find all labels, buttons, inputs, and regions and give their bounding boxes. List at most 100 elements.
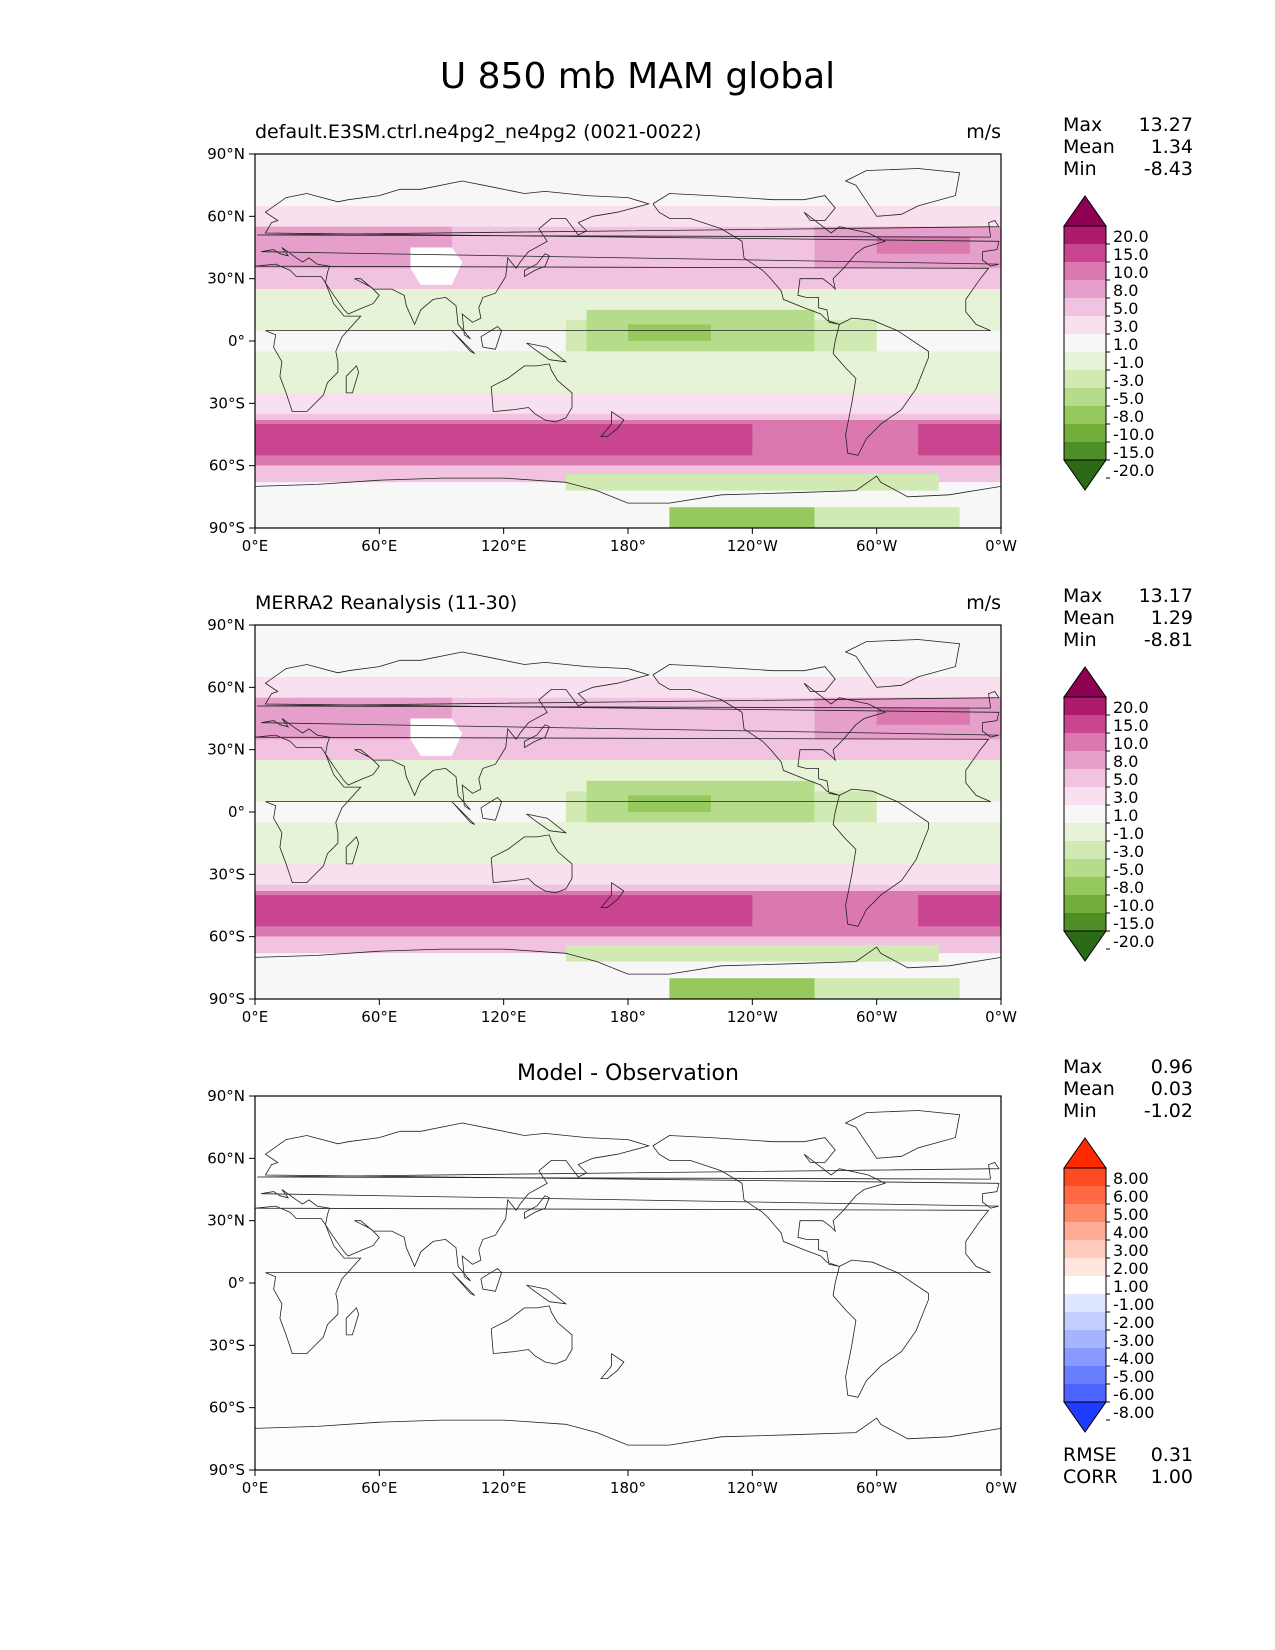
coastline bbox=[345, 1307, 360, 1336]
colorbar-extend-max bbox=[1063, 195, 1107, 227]
colorbar-extend-max bbox=[1063, 1137, 1107, 1169]
y-tick-label: 30°S bbox=[209, 1336, 245, 1354]
coastline bbox=[832, 788, 929, 927]
stats-block: Max 13.17 Mean 1.29 Min -8.81 bbox=[1063, 585, 1193, 651]
colorbar-label: -5.0 bbox=[1113, 860, 1144, 879]
units-label: m/s bbox=[966, 592, 1001, 614]
coastline bbox=[255, 946, 1001, 975]
field-map bbox=[255, 1096, 1001, 1470]
colorbar-extend-min bbox=[1063, 930, 1107, 962]
colorbar-label: -10.0 bbox=[1113, 425, 1154, 444]
field-band bbox=[565, 944, 939, 962]
field-band bbox=[255, 895, 753, 927]
field-map bbox=[255, 154, 1001, 528]
panel-title: Model - Observation bbox=[517, 1061, 739, 1086]
coastline bbox=[844, 639, 961, 688]
colorbar-label: -10.0 bbox=[1113, 896, 1154, 915]
colorbar-segment bbox=[1064, 280, 1106, 299]
x-tick-label: 60°E bbox=[361, 537, 397, 555]
y-tick-label: 60°S bbox=[209, 1399, 245, 1417]
colorbar-segment bbox=[1064, 244, 1106, 263]
colorbar-label: -1.00 bbox=[1113, 1295, 1154, 1314]
coastline bbox=[255, 734, 991, 883]
colorbar-label: -1.0 bbox=[1113, 353, 1144, 372]
stat-row: Mean 1.29 bbox=[1063, 607, 1193, 629]
x-tick-label: 120°W bbox=[727, 1008, 778, 1026]
y-tick-label: 0° bbox=[228, 332, 245, 350]
colorbar-label: -20.0 bbox=[1113, 461, 1154, 480]
stat-value: 1.29 bbox=[1150, 607, 1193, 629]
colorbar: 20.015.010.08.05.03.01.0-1.0-3.0-5.0-8.0… bbox=[1063, 666, 1154, 962]
colorbar: 20.015.010.08.05.03.01.0-1.0-3.0-5.0-8.0… bbox=[1063, 195, 1154, 491]
stats-block: Max 0.96 Mean 0.03 Min -1.02 bbox=[1063, 1056, 1193, 1122]
colorbar-extend-min bbox=[1063, 459, 1107, 491]
stat-label: Min bbox=[1063, 629, 1097, 651]
coastline bbox=[526, 1284, 568, 1305]
coastline bbox=[600, 411, 625, 437]
field-band bbox=[876, 708, 970, 725]
missing-data-patch bbox=[410, 247, 463, 285]
coastline bbox=[451, 330, 475, 354]
colorbar: 8.006.005.004.003.002.001.00-1.00-2.00-3… bbox=[1063, 1137, 1154, 1433]
field-band bbox=[255, 424, 753, 456]
figure-title: U 850 mb MAM global bbox=[439, 56, 836, 97]
colorbar-segment bbox=[1064, 226, 1106, 245]
field-band bbox=[255, 413, 1001, 420]
stat-value: 0.03 bbox=[1150, 1078, 1193, 1100]
colorbar-label: 20.0 bbox=[1113, 227, 1149, 246]
coastline bbox=[345, 836, 360, 865]
coastline bbox=[480, 325, 503, 350]
colorbar-segment bbox=[1064, 262, 1106, 281]
colorbar-segment bbox=[1064, 913, 1106, 932]
colorbar-segment bbox=[1064, 859, 1106, 878]
x-tick-label: 180° bbox=[610, 537, 646, 555]
stat-value: 13.27 bbox=[1138, 114, 1193, 136]
x-tick-label: 0°E bbox=[242, 1008, 269, 1026]
colorbar-segment bbox=[1064, 1168, 1106, 1187]
colorbar-label: 1.00 bbox=[1113, 1277, 1149, 1296]
units-label: m/s bbox=[966, 121, 1001, 143]
coastline bbox=[255, 263, 991, 412]
y-tick-label: 30°S bbox=[209, 394, 245, 412]
y-tick-label: 90°S bbox=[209, 519, 245, 537]
colorbar-segment bbox=[1064, 877, 1106, 896]
x-tick-label: 0°E bbox=[242, 537, 269, 555]
coastline bbox=[526, 342, 568, 363]
colorbar-label: -4.00 bbox=[1113, 1349, 1154, 1368]
stat-row: Min -1.02 bbox=[1063, 1100, 1193, 1122]
field-band bbox=[255, 884, 1001, 891]
y-tick-label: 90°N bbox=[207, 616, 245, 634]
coastline bbox=[451, 801, 475, 825]
coastline bbox=[345, 365, 360, 394]
y-tick-label: 60°S bbox=[209, 928, 245, 946]
colorbar-label: 15.0 bbox=[1113, 716, 1149, 735]
field-band bbox=[814, 507, 960, 528]
stat-label: Max bbox=[1063, 1056, 1103, 1078]
colorbar-extend-max bbox=[1063, 666, 1107, 698]
colorbar-label: 20.0 bbox=[1113, 698, 1149, 717]
coastline bbox=[255, 1417, 1001, 1446]
colorbar-extend-min bbox=[1063, 1401, 1107, 1433]
colorbar-label: -15.0 bbox=[1113, 443, 1154, 462]
stat-value: -8.43 bbox=[1143, 158, 1193, 180]
colorbar-label: -15.0 bbox=[1113, 914, 1154, 933]
coastline bbox=[600, 882, 625, 908]
colorbar-segment bbox=[1064, 751, 1106, 770]
field-band bbox=[255, 676, 1001, 698]
colorbar-segment bbox=[1064, 805, 1106, 824]
stat-label: Mean bbox=[1063, 136, 1115, 158]
colorbar-segment bbox=[1064, 787, 1106, 806]
field-band bbox=[255, 392, 1001, 414]
y-tick-label: 90°N bbox=[207, 145, 245, 163]
colorbar-label: -3.0 bbox=[1113, 371, 1144, 390]
colorbar-segment bbox=[1064, 1240, 1106, 1259]
colorbar-segment bbox=[1064, 334, 1106, 353]
coastline bbox=[832, 1259, 929, 1398]
stat-label: Mean bbox=[1063, 1078, 1115, 1100]
stats-block: Max 13.27 Mean 1.34 Min -8.43 bbox=[1063, 114, 1193, 180]
y-tick-label: 60°N bbox=[207, 1149, 245, 1167]
colorbar-segment bbox=[1064, 1258, 1106, 1277]
colorbar-segment bbox=[1064, 733, 1106, 752]
coastline bbox=[490, 1305, 573, 1365]
